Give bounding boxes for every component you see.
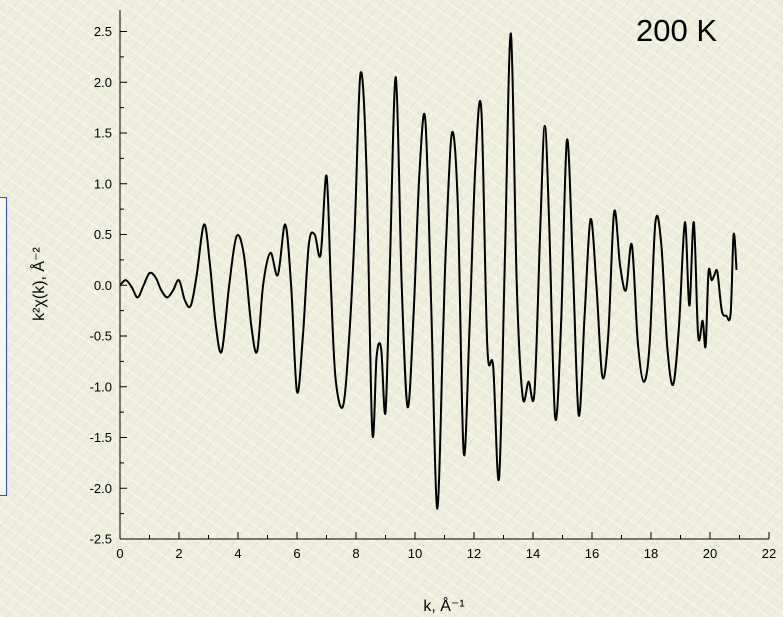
y-tick-label: -2.0: [90, 481, 112, 496]
x-tick-label: 2: [175, 546, 182, 561]
x-tick-label: 20: [703, 546, 717, 561]
side-frame-box: [0, 197, 7, 496]
y-tick-label: 2.5: [94, 24, 112, 39]
x-tick-label: 22: [762, 546, 776, 561]
y-tick-label: 2.0: [94, 75, 112, 90]
y-tick-label: 0.0: [94, 278, 112, 293]
x-tick-label: 18: [644, 546, 658, 561]
x-tick-label: 6: [293, 546, 300, 561]
temperature-annotation: 200 K: [636, 13, 717, 48]
y-tick-label: -1.0: [90, 379, 112, 394]
x-tick-label: 16: [585, 546, 599, 561]
y-tick-label: 1.0: [94, 176, 112, 191]
tick-labels: 0 2 4 6 8 10 12 14 16 18 20 22 2.5 2.0 1.5 1.0 0.5 0.0 -0.…: [90, 24, 777, 561]
y-tick-label: -1.5: [90, 430, 112, 445]
x-tick-label: 12: [467, 546, 481, 561]
x-tick-label: 14: [526, 546, 540, 561]
y-tick-label: 0.5: [94, 227, 112, 242]
x-tick-label: 8: [352, 546, 359, 561]
y-axis-title: k²χ(k), Å⁻²: [29, 246, 48, 320]
y-tick-label: -2.5: [90, 532, 112, 547]
x-tick-label: 4: [234, 546, 241, 561]
x-tick-label: 0: [116, 546, 123, 561]
ticks: [119, 31, 770, 540]
x-axis-title: k, Å⁻¹: [423, 596, 464, 615]
x-tick-label: 10: [408, 546, 422, 561]
data-series-line: [119, 32, 738, 510]
y-axis-title-text: k²χ(k), Å⁻²: [29, 246, 48, 320]
y-tick-label: 1.5: [94, 126, 112, 141]
y-tick-label: -0.5: [90, 329, 112, 344]
